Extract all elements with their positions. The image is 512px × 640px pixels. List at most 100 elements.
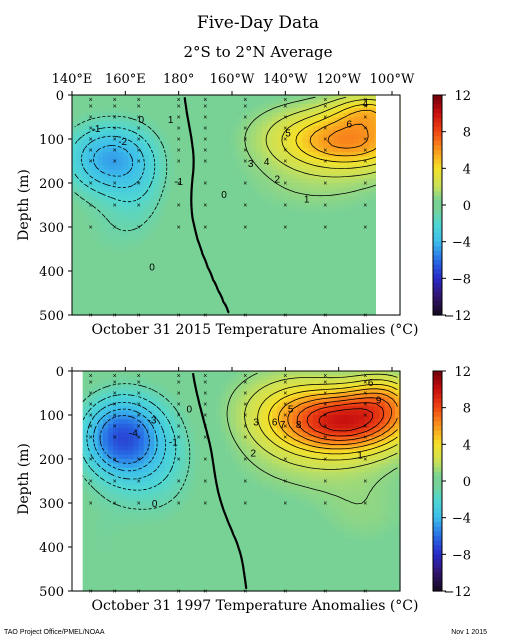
heatmap-cell (236, 174, 242, 180)
heatmap-cell (200, 401, 206, 407)
heatmap-cell (154, 284, 160, 290)
heatmap-cell (220, 445, 227, 451)
colorbar-swatch (433, 214, 442, 220)
heatmap-cell (102, 257, 109, 263)
heatmap-cell (236, 222, 242, 228)
heatmap-cell (323, 231, 329, 237)
heatmap-cell (302, 99, 309, 105)
heatmap-cell (266, 134, 273, 140)
heatmap-cell (72, 161, 78, 166)
heatmap-cell (297, 423, 304, 429)
heatmap-cell (82, 191, 88, 197)
sample-marker: × (113, 148, 117, 155)
heatmap-cell (148, 222, 155, 228)
heatmap-cell (230, 463, 237, 469)
heatmap-cell (323, 463, 329, 469)
heatmap-cell (338, 165, 345, 171)
heatmap-cell (113, 253, 119, 259)
heatmap-cell (184, 428, 191, 434)
heatmap-cell (92, 419, 99, 425)
heatmap-cell (72, 310, 78, 316)
heatmap-cell (256, 249, 263, 254)
heatmap-cell (302, 134, 309, 140)
heatmap-cell (287, 459, 293, 464)
heatmap-cell (353, 240, 360, 246)
heatmap-cell (338, 152, 345, 158)
heatmap-cell (282, 205, 288, 210)
heatmap-cell (359, 169, 365, 175)
heatmap-cell (92, 379, 99, 385)
contour-line (81, 135, 145, 188)
heatmap-cell (359, 257, 365, 263)
heatmap-cell (364, 95, 370, 100)
heatmap-cell (123, 310, 129, 316)
heatmap-cell (359, 423, 365, 429)
heatmap-cell (328, 139, 334, 144)
heatmap-cell (179, 459, 186, 464)
heatmap-cell (87, 410, 94, 416)
heatmap-cell (225, 95, 232, 100)
heatmap-cell (302, 445, 309, 451)
heatmap-cell (369, 401, 375, 407)
heatmap-cell (261, 441, 268, 447)
heatmap-cell (246, 445, 252, 451)
heatmap-cell (323, 130, 329, 136)
heatmap-cell (256, 121, 263, 127)
heatmap-cell (261, 174, 268, 180)
heatmap-cell (369, 103, 375, 109)
heatmap-cell (138, 271, 145, 276)
heatmap-cell (107, 257, 114, 263)
heatmap-cell (230, 200, 237, 206)
colorbar-swatch (433, 227, 442, 234)
heatmap-cell (343, 205, 350, 210)
heatmap-cell (133, 205, 140, 210)
heatmap-cell (118, 257, 124, 263)
heatmap-cell (318, 459, 324, 464)
heatmap-cell (318, 244, 324, 250)
heatmap-cell (359, 117, 365, 122)
colorbar-swatch (433, 117, 442, 124)
heatmap-cell (369, 393, 375, 398)
heatmap-cell (200, 275, 206, 281)
heatmap-cell (205, 275, 211, 281)
heatmap-cell (287, 187, 293, 193)
heatmap-cell (318, 209, 324, 215)
heatmap-cell (133, 183, 140, 188)
heatmap-cell (148, 397, 155, 403)
heatmap-cell (287, 213, 293, 219)
heatmap-cell (251, 306, 258, 312)
heatmap-cell (353, 134, 360, 140)
heatmap-cell (195, 271, 201, 276)
colorbar-swatch (433, 232, 442, 238)
colorbar-swatch (433, 186, 442, 192)
heatmap-cell (266, 112, 273, 118)
heatmap-cell (307, 174, 314, 180)
heatmap-cell (261, 379, 268, 385)
heatmap-cell (225, 244, 232, 250)
heatmap-cell (282, 249, 288, 254)
heatmap-cell (118, 310, 124, 316)
heatmap-cell (200, 249, 206, 254)
heatmap-cell (353, 297, 360, 303)
heatmap-cell (343, 375, 350, 381)
heatmap-cell (195, 310, 201, 316)
heatmap-cell (169, 222, 176, 228)
heatmap-cell (353, 306, 360, 312)
heatmap-cell (118, 279, 124, 285)
heatmap-cell (82, 187, 88, 193)
heatmap-cell (246, 218, 252, 224)
heatmap-cell (169, 134, 176, 140)
heatmap-cell (143, 437, 150, 442)
heatmap-cell (338, 397, 345, 403)
heatmap-cell (210, 279, 217, 285)
heatmap-cell (389, 441, 396, 447)
heatmap-cell (241, 375, 247, 381)
heatmap-cell (251, 476, 258, 482)
heatmap-cell (348, 156, 355, 162)
heatmap-cell (72, 152, 78, 158)
heatmap-cell (353, 196, 360, 202)
heatmap-cell (179, 169, 186, 175)
heatmap-cell (189, 423, 196, 429)
heatmap-cell (113, 459, 119, 464)
heatmap-cell (113, 200, 119, 206)
